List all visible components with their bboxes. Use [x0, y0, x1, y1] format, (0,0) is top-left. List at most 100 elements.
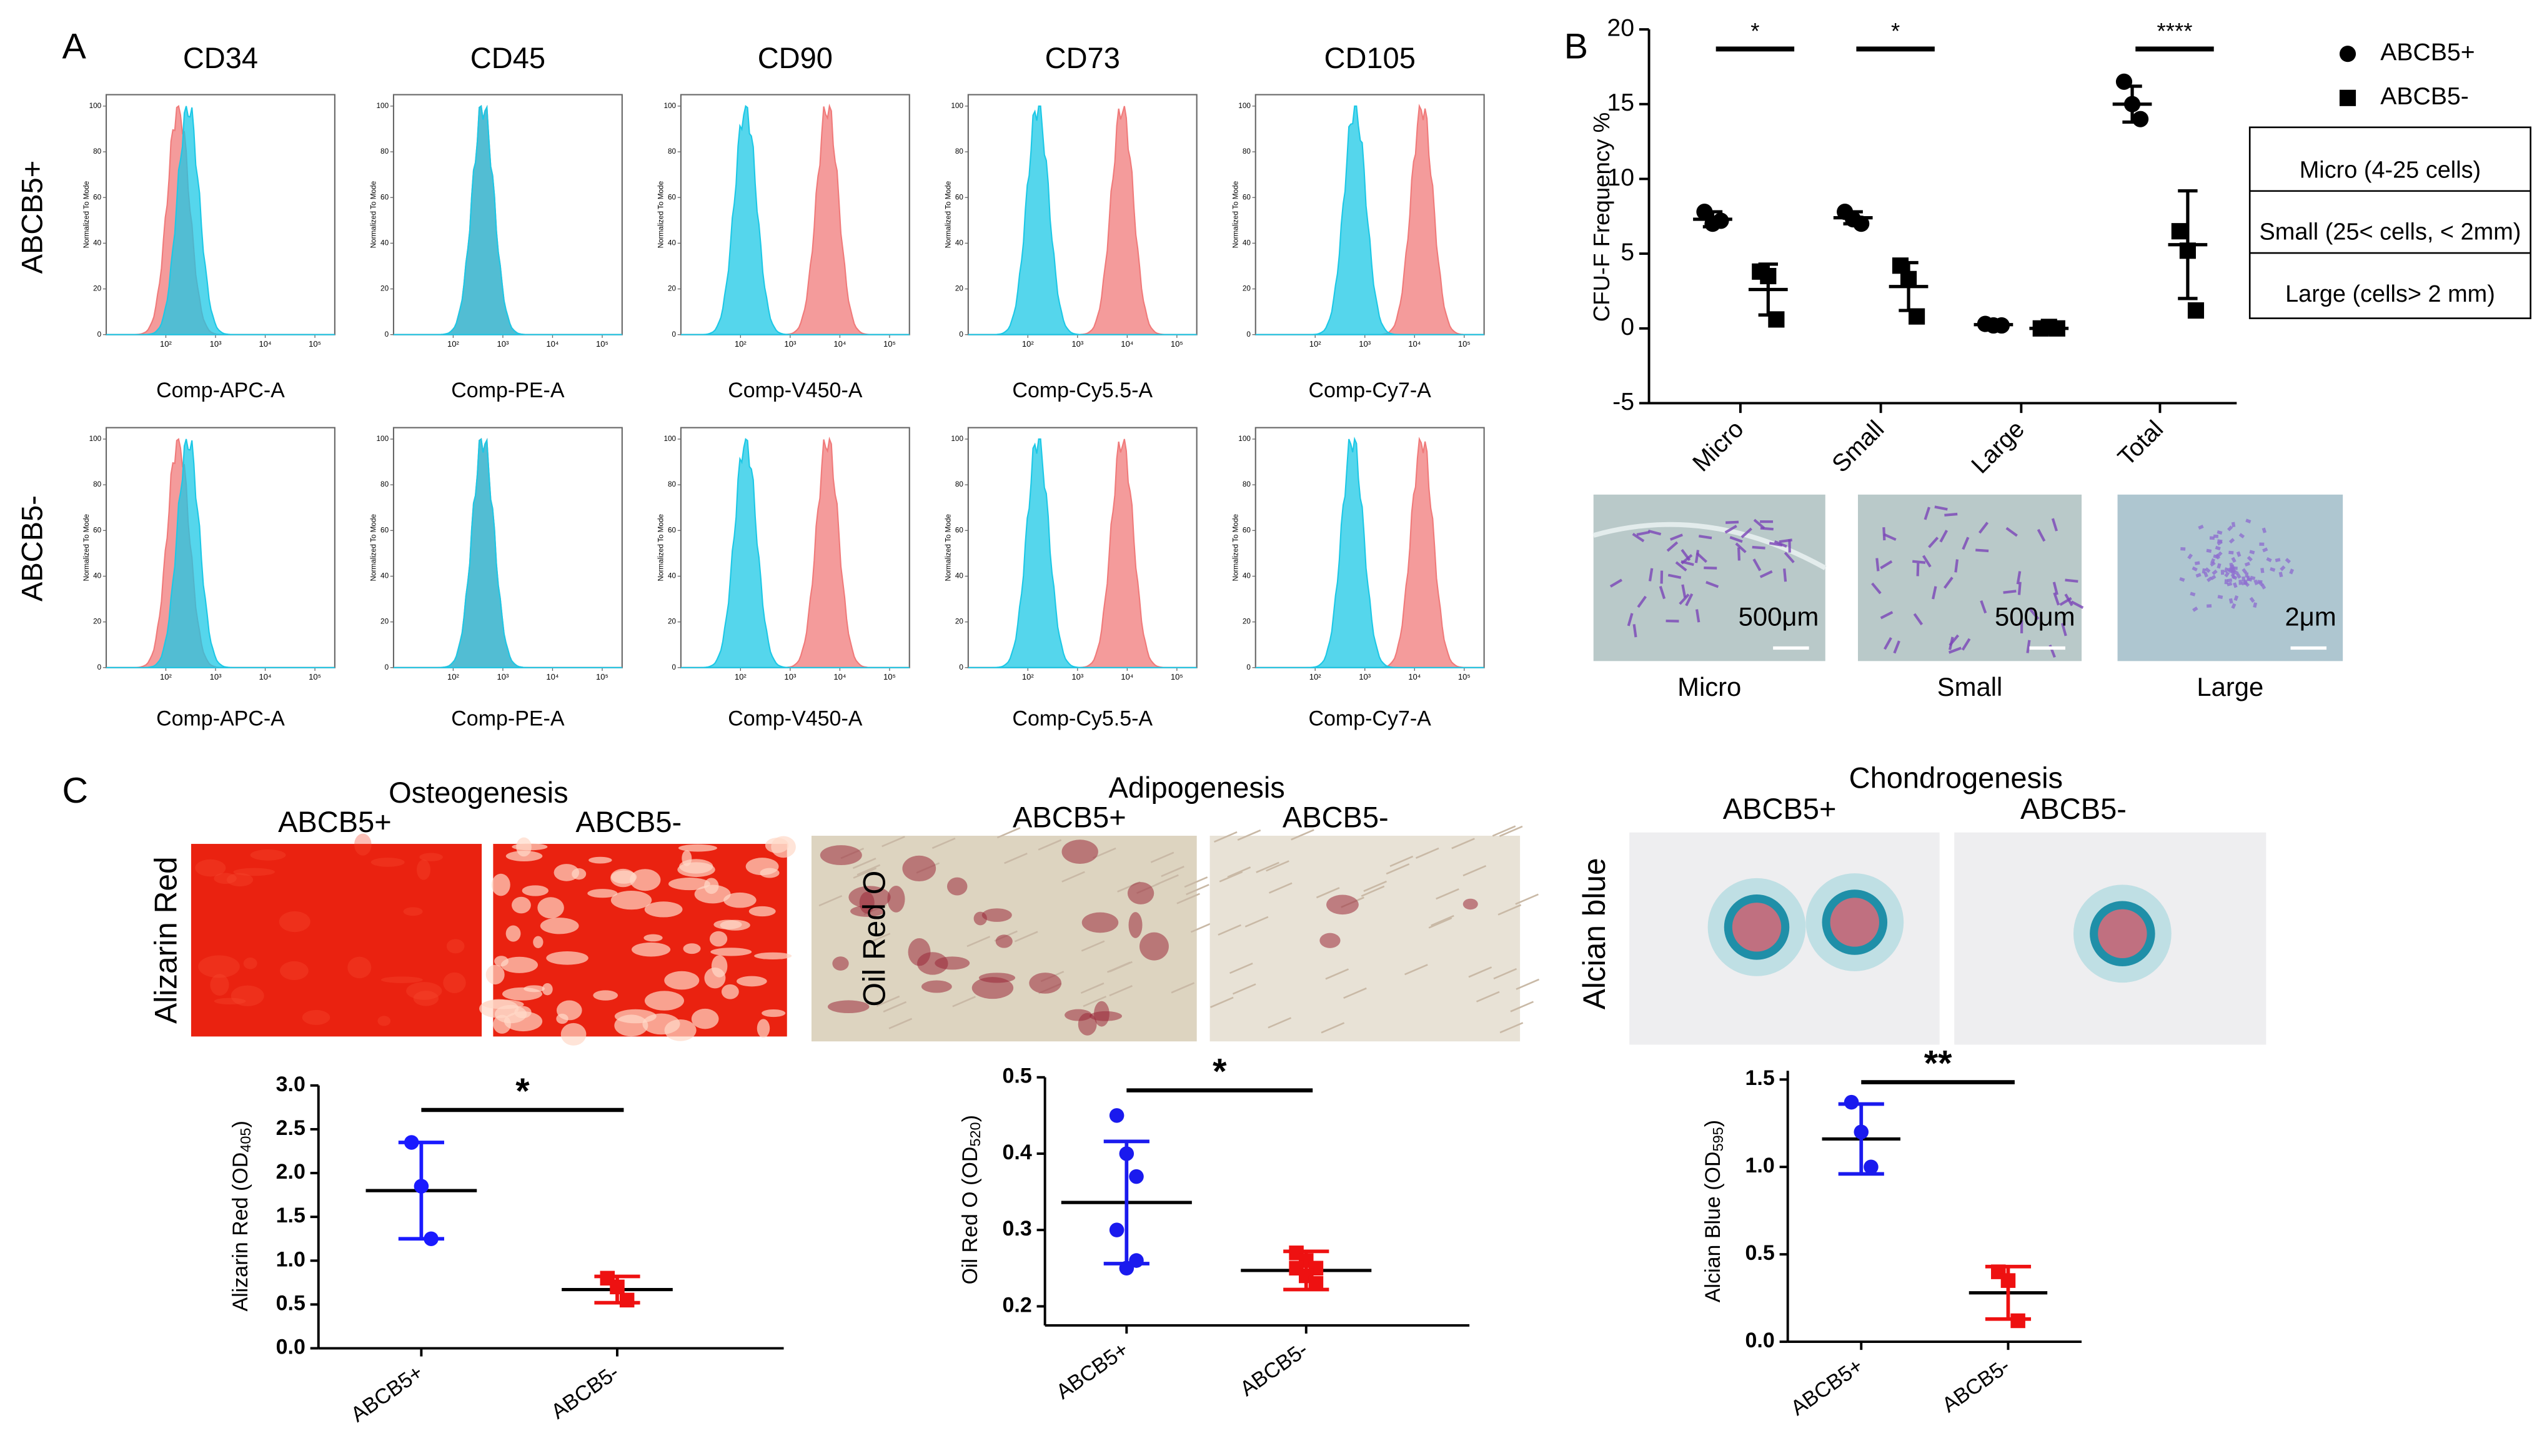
colony-photo: 2μm	[2117, 494, 2343, 661]
cell	[1922, 555, 1932, 568]
cell	[1667, 573, 1682, 579]
photo-bg	[191, 844, 482, 1037]
texture	[771, 836, 796, 858]
texture	[512, 896, 531, 914]
y-tick-label: 60	[380, 526, 389, 534]
texture	[1431, 914, 1454, 926]
legend-label: ABCB5+	[2380, 39, 2475, 66]
x-tick-label: 10⁵	[1171, 339, 1183, 349]
cell	[1685, 593, 1694, 607]
texture	[233, 868, 276, 876]
y-tick-label: 0	[959, 330, 963, 339]
data-point	[1909, 308, 1925, 325]
channel-label: Comp-PE-A	[451, 379, 565, 402]
texture	[537, 897, 564, 919]
photo-bg	[1593, 494, 1825, 661]
histogram-frame	[967, 427, 1198, 668]
cell	[2026, 640, 2031, 653]
histogram	[1255, 105, 1484, 335]
lipid	[820, 845, 862, 866]
cell	[2037, 528, 2046, 542]
x-tick-label: 10⁵	[596, 339, 608, 349]
cell	[2275, 558, 2281, 563]
x-tick-label: 10³	[1071, 672, 1084, 681]
data-point	[1864, 1159, 1879, 1174]
assay-title: Adipogenesis	[1109, 771, 1285, 804]
y-tick-label: 20	[380, 618, 389, 626]
cell	[1666, 541, 1679, 552]
y-tick-label: 40	[1243, 239, 1251, 247]
x-tick-label: 10³	[1071, 339, 1084, 349]
texture	[748, 906, 776, 917]
marker-title: CD73	[1045, 41, 1120, 74]
cell	[2247, 577, 2253, 582]
data-point	[2048, 320, 2065, 337]
y-axis-label: Normalized To Mode	[370, 181, 378, 248]
texture	[1266, 860, 1289, 872]
cell	[2065, 578, 2078, 583]
data-point	[2000, 1273, 2016, 1288]
texture	[631, 942, 671, 957]
data-point	[1712, 212, 1729, 229]
x-tick-label: 10⁵	[883, 672, 896, 681]
lipid	[995, 934, 1013, 948]
scale-label: 2μm	[2285, 602, 2336, 631]
cell	[1932, 586, 1937, 600]
cell	[1609, 578, 1622, 588]
lipid	[1093, 1001, 1110, 1027]
y-tick-label: 60	[668, 193, 677, 201]
cell	[2028, 608, 2040, 620]
pellet-core	[1732, 903, 1782, 952]
cell	[2233, 595, 2239, 602]
texture	[682, 850, 692, 866]
texture	[1186, 884, 1209, 896]
data-point	[1109, 1108, 1125, 1123]
x-tick-label: 10⁵	[1458, 339, 1471, 349]
image-caption: Large	[2197, 672, 2263, 701]
lipid	[1029, 973, 1062, 994]
y-tick-label: 0.4	[1003, 1141, 1032, 1164]
image-header: ABCB5-	[1283, 800, 1389, 833]
data-point	[1900, 270, 1917, 287]
texture	[1476, 991, 1500, 1003]
cell	[2217, 530, 2223, 535]
key-label: Micro (4-25 cells)	[2300, 157, 2481, 183]
key-table	[2248, 126, 2531, 319]
texture	[493, 1014, 511, 1034]
cell	[1681, 584, 1687, 598]
cell	[2195, 573, 2202, 578]
texture	[1415, 847, 1439, 859]
pellet-core	[1830, 898, 1880, 947]
texture	[678, 844, 717, 852]
lipid	[917, 952, 948, 975]
data-point	[2132, 111, 2149, 127]
cell	[2233, 570, 2239, 575]
data-point	[2010, 1313, 2025, 1329]
texture	[720, 919, 750, 931]
key-label: Large (cells> 2 mm)	[2285, 281, 2495, 307]
lipid	[921, 980, 952, 993]
texture	[664, 971, 700, 990]
texture	[853, 867, 877, 879]
stain-photo	[191, 833, 482, 1037]
photos: 500μm 500μm 2μm	[191, 494, 2343, 1046]
cell	[2017, 582, 2022, 595]
cell	[2236, 573, 2242, 579]
channel-label: Comp-Cy5.5-A	[1012, 379, 1153, 402]
data-point	[619, 1292, 635, 1308]
texture	[542, 983, 553, 996]
y-tick-label: 40	[668, 239, 677, 247]
cell	[2187, 553, 2193, 560]
x-tick-label: 10⁴	[546, 672, 559, 681]
stain-label: Oil Red O	[857, 871, 892, 1007]
cell	[2217, 563, 2222, 569]
cell	[1659, 585, 1666, 600]
texture	[1268, 1017, 1292, 1029]
cell	[1752, 545, 1765, 550]
x-tick-label: 10³	[784, 339, 797, 349]
y-axis-label: Normalized To Mode	[1232, 181, 1240, 248]
x-tick-label: 10³	[1359, 339, 1371, 349]
cell	[2227, 578, 2233, 583]
y-tick-label: 60	[955, 526, 964, 534]
y-tick-label: 1.0	[1745, 1154, 1775, 1177]
